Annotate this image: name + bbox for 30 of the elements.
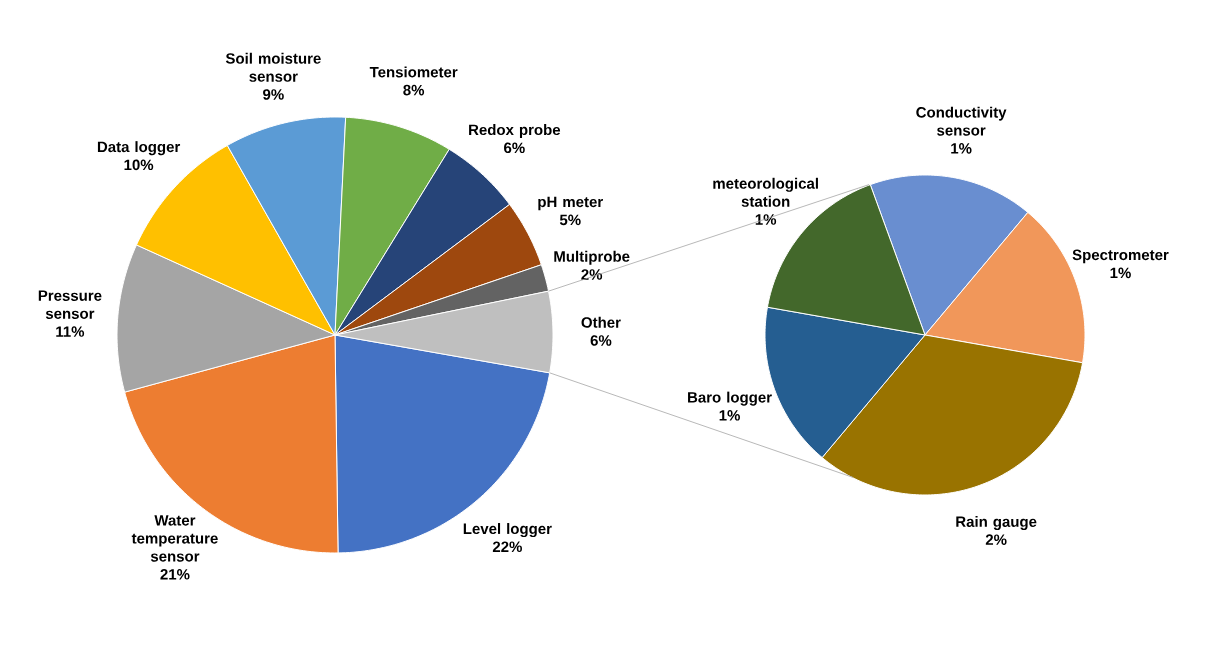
slice-label: Tensiometer (369, 66, 458, 78)
data-label: 21% (160, 569, 190, 580)
data-label: 10% (124, 159, 154, 171)
slice-label: Conductivity sensor (916, 106, 1007, 136)
data-label: 1% (719, 410, 740, 421)
data-label: 1% (755, 214, 777, 225)
data-label: 22% (492, 541, 522, 553)
slice-label: Water temperature sensor (131, 515, 218, 562)
slice-label: Rain gauge (956, 515, 1037, 531)
slice-label: Spectrometer (1072, 249, 1169, 264)
slice-label: Pressure sensor (38, 290, 102, 319)
slice-label: Redox probe (469, 124, 561, 139)
slice-label: Soil moisture sensor (225, 52, 321, 82)
slice-label: Other (581, 316, 621, 328)
slice-label: meteorological station (713, 177, 818, 207)
data-label: 6% (504, 142, 525, 154)
data-label: 2% (581, 269, 603, 280)
data-label: 8% (403, 84, 425, 96)
slice-label: Data logger (97, 141, 181, 156)
slice-label: Baro logger (688, 391, 772, 406)
slice-label: pH meter (538, 196, 603, 211)
data-label: 1% (1110, 267, 1131, 279)
slice-label: Level logger (463, 523, 552, 538)
data-label: 11% (56, 326, 85, 337)
data-label: 6% (590, 335, 612, 346)
data-label: 2% (985, 534, 1007, 545)
data-label: 9% (263, 89, 284, 100)
data-label: 1% (951, 143, 972, 154)
slice-label: Multiprobe (554, 250, 630, 265)
data-label: 5% (559, 214, 581, 226)
